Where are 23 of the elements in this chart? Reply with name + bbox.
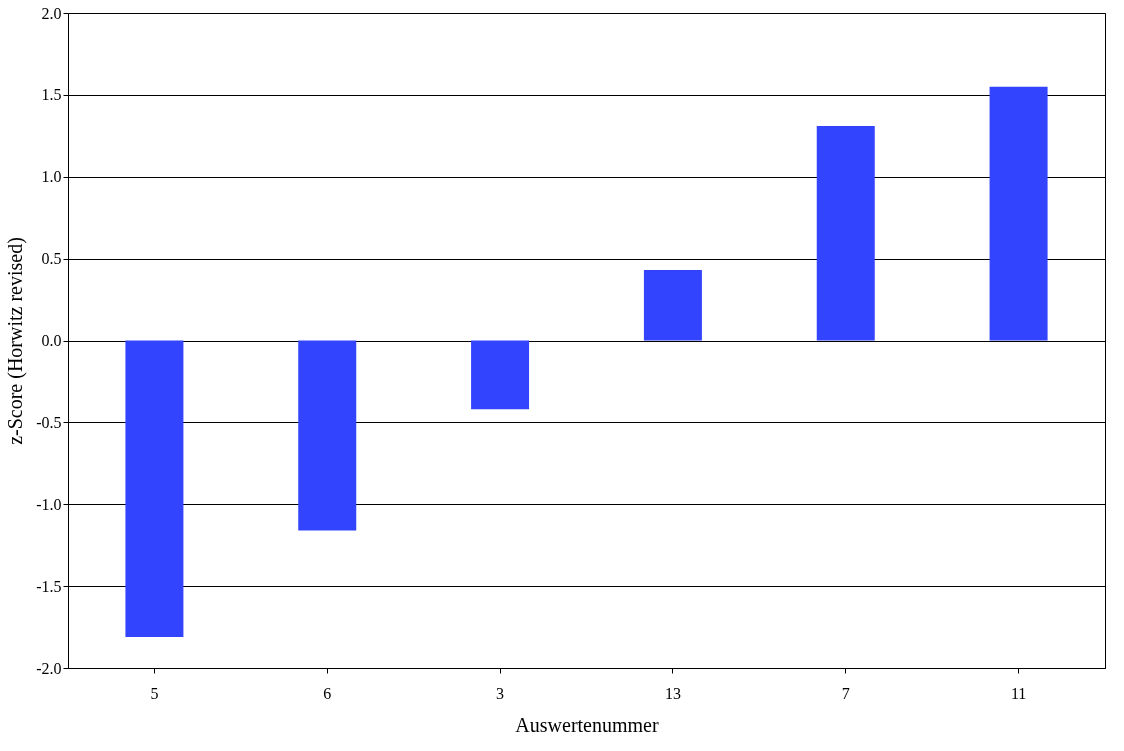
y-tick-label: 1.0 (41, 168, 62, 186)
y-tick-label: 1.5 (41, 86, 62, 104)
y-tick-label: -1.0 (36, 495, 62, 513)
x-tick-label: 5 (150, 684, 159, 702)
y-axis-title: z-Score (Horwitz revised) (4, 237, 28, 445)
y-tick-label: 0.5 (41, 250, 62, 268)
bar (989, 86, 1048, 341)
y-tick-label: -2.0 (36, 659, 62, 677)
x-axis-title: Auswertenummer (515, 713, 659, 736)
y-tick-label: 0.0 (41, 332, 62, 349)
bar (471, 340, 530, 410)
bar (125, 340, 184, 637)
x-tick-label: 3 (496, 684, 505, 702)
bar (643, 270, 702, 341)
x-tick-label: 11 (1010, 684, 1027, 702)
y-tick-label: 2.0 (41, 4, 62, 22)
y-tick-label: -1.5 (36, 577, 62, 595)
x-tick-label: 7 (841, 684, 850, 702)
y-tick-label: -0.5 (36, 413, 62, 431)
bar (298, 340, 357, 531)
bar (816, 125, 875, 341)
x-tick-label: 6 (323, 684, 332, 702)
x-tick-label: 13 (664, 684, 681, 702)
